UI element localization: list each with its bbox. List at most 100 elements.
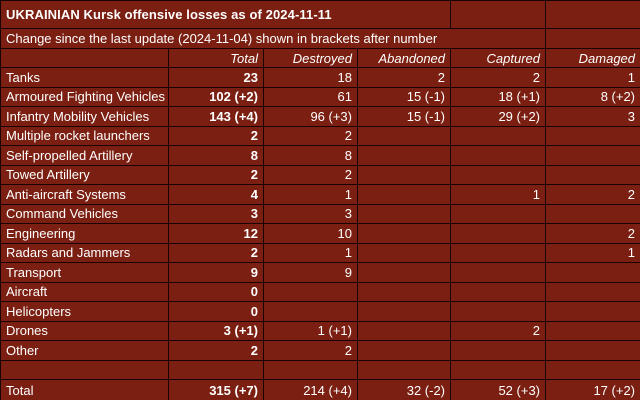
row-label-cell: Aircraft: [0, 281, 169, 302]
value-cell-captured: [450, 125, 547, 146]
value-cell-total: 2: [168, 340, 264, 361]
value-cell-abandoned: [356, 242, 452, 263]
row-label-cell: Anti-aircraft Systems: [0, 184, 169, 205]
row-label-cell: Self-propelled Artillery: [0, 145, 169, 166]
table-row: Other 2 2: [0, 340, 640, 361]
value-cell-abandoned: [356, 262, 452, 283]
value-cell-abandoned: [356, 145, 452, 166]
total-row-captured: 52 (+3): [450, 378, 547, 400]
value-cell-destroyed: 2: [263, 125, 358, 146]
row-label-cell: Armoured Fighting Vehicles: [0, 86, 169, 107]
table-row: Towed Artillery 2 2: [0, 164, 640, 185]
value-cell-abandoned: 15 (-1): [356, 86, 452, 107]
value-cell-total: 0: [168, 301, 264, 322]
value-cell-abandoned: [356, 223, 452, 244]
value-cell-total: 102 (+2): [168, 86, 264, 107]
empty-cell: [168, 359, 264, 380]
value-cell-captured: [450, 281, 547, 302]
empty-cell: [263, 359, 358, 380]
table-row: Self-propelled Artillery 8 8: [0, 145, 640, 166]
value-cell-destroyed: [263, 301, 358, 322]
total-row-label: Total: [0, 378, 169, 400]
value-cell-abandoned: [356, 125, 452, 146]
value-cell-damaged: [545, 125, 640, 146]
column-header-row: Total Destroyed Abandoned Captured Damag…: [0, 48, 640, 68]
value-cell-abandoned: [356, 340, 452, 361]
value-cell-abandoned: [356, 184, 452, 205]
empty-cell: [0, 359, 169, 380]
column-header-blank: [0, 48, 169, 68]
value-cell-total: 2: [168, 164, 264, 185]
value-cell-abandoned: 15 (-1): [356, 106, 452, 127]
value-cell-abandoned: [356, 281, 452, 302]
table-row: Helicopters 0: [0, 301, 640, 322]
value-cell-abandoned: [356, 203, 452, 224]
value-cell-total: 2: [168, 242, 264, 263]
value-cell-captured: [450, 164, 547, 185]
row-label-cell: Tanks: [0, 67, 169, 88]
value-cell-damaged: 3: [545, 106, 640, 127]
table-row: Tanks 23 18 2 2 1: [0, 67, 640, 88]
table-body: Tanks 23 18 2 2 1 Armoured Fighting Vehicles 10…: [0, 67, 640, 361]
row-label-cell: Transport: [0, 262, 169, 283]
total-row-destroyed: 214 (+4): [263, 378, 358, 400]
value-cell-abandoned: [356, 164, 452, 185]
value-cell-captured: [450, 145, 547, 166]
table-row: Drones 3 (+1) 1 (+1) 2: [0, 320, 640, 341]
value-cell-damaged: 2: [545, 223, 640, 244]
value-cell-total: 4: [168, 184, 264, 205]
column-header-captured: Captured: [450, 48, 547, 68]
value-cell-damaged: [545, 164, 640, 185]
row-label-cell: Engineering: [0, 223, 169, 244]
table-row: Radars and Jammers 2 1 1: [0, 242, 640, 263]
value-cell-captured: [450, 301, 547, 322]
value-cell-damaged: [545, 340, 640, 361]
value-cell-destroyed: 96 (+3): [263, 106, 358, 127]
table-row: Transport 9 9: [0, 262, 640, 283]
empty-cell: [545, 0, 640, 29]
subtitle-row: Change since the last update (2024-11-04…: [0, 28, 640, 49]
value-cell-damaged: [545, 145, 640, 166]
total-row-abandoned: 32 (-2): [356, 378, 452, 400]
column-header-total: Total: [168, 48, 264, 68]
value-cell-captured: 18 (+1): [450, 86, 547, 107]
row-label-cell: Helicopters: [0, 301, 169, 322]
value-cell-damaged: [545, 281, 640, 302]
value-cell-destroyed: 8: [263, 145, 358, 166]
value-cell-damaged: 2: [545, 184, 640, 205]
value-cell-total: 9: [168, 262, 264, 283]
value-cell-damaged: 1: [545, 242, 640, 263]
column-header-destroyed: Destroyed: [263, 48, 358, 68]
value-cell-captured: [450, 242, 547, 263]
value-cell-captured: [450, 203, 547, 224]
table-row: Command Vehicles 3 3: [0, 203, 640, 224]
empty-cell: [356, 359, 452, 380]
column-header-abandoned: Abandoned: [356, 48, 452, 68]
value-cell-destroyed: 1: [263, 184, 358, 205]
subtitle: Change since the last update (2024-11-04…: [0, 28, 547, 49]
table-row: Infantry Mobility Vehicles 143 (+4) 96 (+3…: [0, 106, 640, 127]
row-label-cell: Infantry Mobility Vehicles: [0, 106, 169, 127]
value-cell-destroyed: 18: [263, 67, 358, 88]
total-row: Total 315 (+7) 214 (+4) 32 (-2) 52 (+3) …: [0, 378, 640, 400]
value-cell-abandoned: [356, 301, 452, 322]
value-cell-damaged: [545, 262, 640, 283]
value-cell-total: 0: [168, 281, 264, 302]
empty-cell: [450, 359, 547, 380]
value-cell-captured: 2: [450, 320, 547, 341]
row-label-cell: Multiple rocket launchers: [0, 125, 169, 146]
value-cell-captured: 1: [450, 184, 547, 205]
value-cell-abandoned: 2: [356, 67, 452, 88]
title-row: UKRAINIAN Kursk offensive losses as of 2…: [0, 0, 640, 29]
value-cell-captured: 29 (+2): [450, 106, 547, 127]
value-cell-captured: [450, 223, 547, 244]
value-cell-destroyed: 1 (+1): [263, 320, 358, 341]
spacer-row: [0, 359, 640, 380]
table-row: Anti-aircraft Systems 4 1 1 2: [0, 184, 640, 205]
column-header-damaged: Damaged: [545, 48, 640, 68]
value-cell-total: 12: [168, 223, 264, 244]
value-cell-destroyed: 3: [263, 203, 358, 224]
value-cell-captured: [450, 262, 547, 283]
